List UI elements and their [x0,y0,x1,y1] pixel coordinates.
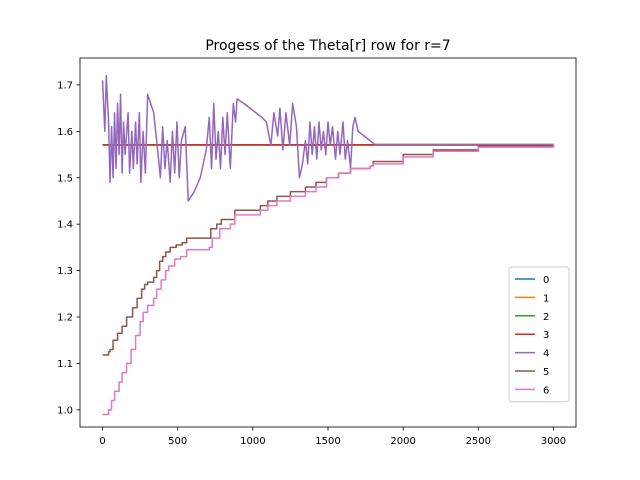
series-line-6 [102,145,555,416]
x-tick-label: 2000 [390,436,415,447]
x-tick-label: 1000 [240,436,265,447]
y-tick-label: 1.0 [57,405,73,416]
legend: 0 1 2 3 4 5 6 [508,266,570,403]
legend-label-5: 5 [543,367,549,378]
y-tick-label: 1.6 [57,127,73,138]
x-tick-label: 2500 [466,436,491,447]
legend-label-2: 2 [543,312,549,323]
y-tick-label: 1.5 [57,173,73,184]
y-tick-label: 1.4 [57,220,73,231]
x-tick-label: 0 [99,436,105,447]
plot-area [101,74,555,416]
axes: 0 500 1000 1500 2000 2500 3000 1.0 1.1 1.2 1.3 1.4 1… [57,57,577,447]
y-tick-label: 1.3 [57,266,73,277]
legend-label-3: 3 [543,330,549,341]
x-tick-label: 500 [168,436,187,447]
series-lines [101,74,555,416]
legend-label-4: 4 [543,349,549,360]
y-tick-label: 1.2 [57,312,73,323]
series-line-4 [101,74,554,202]
legend-label-1: 1 [543,293,549,304]
legend-label-0: 0 [543,275,549,286]
x-tick-label: 1500 [315,436,340,447]
legend-box [508,266,570,403]
legend-label-6: 6 [543,385,549,396]
chart-title: Progess of the Theta[r] row for r=7 [205,38,450,54]
y-tick-label: 1.7 [57,80,73,91]
x-tick-label: 3000 [541,436,566,447]
y-tick-label: 1.1 [57,359,73,370]
